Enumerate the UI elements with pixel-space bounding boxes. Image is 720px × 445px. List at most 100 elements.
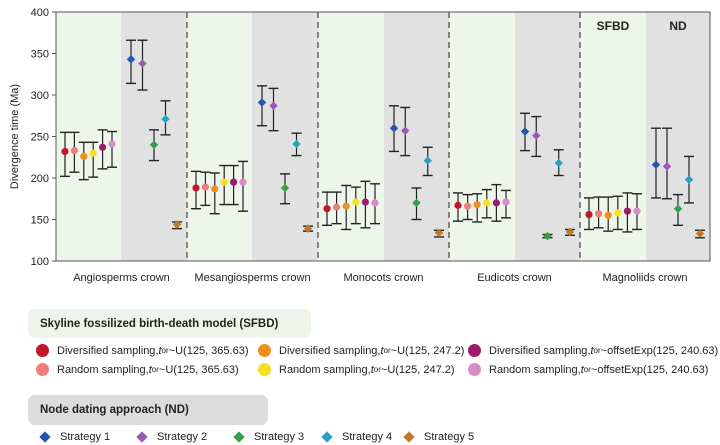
sfbd-point-div_u365: [61, 147, 69, 156]
nd-panel-bg: [515, 12, 580, 261]
nd-point-s3: [149, 140, 159, 149]
sfbd-point-rand_u247: [220, 178, 228, 186]
sfbd-point-div_exp: [361, 198, 369, 206]
group-label: Monocots crown: [343, 272, 423, 284]
y-tick-label: 350: [31, 49, 49, 61]
panel-label-sfbd: SFBD: [597, 19, 630, 33]
sfbd-point-div_u247: [80, 152, 88, 161]
nd-point-s1: [520, 127, 530, 136]
legend-marker: [39, 431, 51, 443]
sfbd-point-div_exp: [492, 199, 500, 207]
nd-point-s2: [138, 59, 147, 68]
nd-point-s2: [662, 162, 672, 171]
sfbd-point-div_u365: [454, 201, 462, 209]
sfbd-point-rand_u247: [614, 209, 622, 217]
legend-item-div-u247: Diversified sampling, t or ~U(125, 247.2): [258, 344, 464, 357]
nd-point-s4: [423, 156, 432, 165]
nd-point-s2: [401, 126, 410, 135]
y-tick-label: 200: [31, 173, 49, 185]
sfbd-point-rand_u365: [201, 183, 209, 191]
nd-point-s5: [434, 228, 444, 237]
sfbd-point-div_u365: [585, 210, 593, 219]
nd-legend-title: Node dating approach (ND): [28, 395, 268, 425]
sfbd-point-rand_u365: [464, 202, 472, 210]
legend-marker: [136, 431, 148, 443]
nd-point-s5: [695, 229, 705, 238]
sfbd-point-rand_u365: [333, 203, 341, 211]
nd-point-s4: [292, 139, 301, 149]
legend-item-strategy-5: Strategy 5: [402, 431, 474, 443]
sfbd-panel-bg: [449, 12, 515, 261]
sfbd-point-div_exp: [623, 207, 632, 215]
nd-point-s2: [269, 101, 278, 110]
nd-panel-bg: [252, 12, 318, 261]
legend-item-strategy-4: Strategy 4: [320, 431, 392, 443]
nd-point-s4: [684, 175, 694, 184]
sfbd-point-div_exp: [99, 143, 107, 151]
sfbd-point-rand_exp: [633, 207, 641, 215]
y-axis-label: Divergence time (Ma): [9, 84, 21, 189]
nd-point-s4: [161, 114, 170, 124]
legend-item-strategy-3: Strategy 3: [232, 431, 304, 443]
y-tick-label: 150: [31, 215, 49, 227]
group-label: Magnoliids crown: [603, 272, 688, 284]
legend-marker: [36, 363, 49, 376]
sfbd-point-rand_u247: [89, 149, 97, 157]
sfbd-point-div_exp: [230, 178, 238, 186]
sfbd-legend-title: Skyline fossilized birth-death model (SF…: [28, 309, 311, 338]
nd-point-s2: [532, 131, 541, 140]
panel-label-nd: ND: [669, 19, 687, 33]
sfbd-panel-bg: [318, 12, 384, 261]
sfbd-point-div_u247: [211, 185, 219, 193]
nd-point-s1: [126, 55, 136, 64]
legend-marker: [233, 431, 245, 443]
sfbd-point-div_u247: [473, 200, 481, 209]
group-label: Eudicots crown: [477, 272, 552, 284]
legend-item-div-u365: Diversified sampling, t or ~U(125, 365.63): [36, 344, 248, 357]
legend-item-rand-u365: Random sampling, t or ~U(125, 365.63): [36, 363, 239, 376]
y-tick-label: 400: [31, 7, 49, 19]
sfbd-point-rand_u365: [70, 147, 78, 155]
y-tick-label: 250: [31, 132, 49, 144]
nd-point-s3: [280, 183, 290, 193]
nd-point-s5: [303, 224, 313, 233]
legend-marker: [36, 344, 49, 357]
nd-point-s1: [651, 160, 661, 169]
nd-point-s3: [412, 198, 421, 208]
sfbd-point-rand_u365: [595, 210, 603, 218]
sfbd-point-div_u365: [323, 205, 331, 213]
legend-marker: [403, 431, 415, 443]
nd-point-s5: [565, 227, 575, 237]
y-tick-label: 300: [31, 90, 49, 102]
nd-point-s1: [257, 98, 267, 107]
sfbd-point-rand_exp: [108, 140, 116, 148]
legend-marker: [468, 363, 481, 376]
group-label: Angiosperms crown: [73, 272, 170, 284]
nd-point-s1: [389, 124, 399, 133]
nd-point-s4: [554, 158, 563, 168]
sfbd-panel-bg: [187, 12, 252, 261]
group-label: Mesangiosperms crown: [194, 272, 310, 284]
sfbd-panel-bg: [56, 12, 121, 261]
legend-item-strategy-1: Strategy 1: [38, 431, 110, 443]
legend-item-div-exp: Diversified sampling, t or ~offsetExp(125,…: [468, 344, 718, 357]
nd-point-s3: [673, 204, 683, 213]
sfbd-point-div_u247: [342, 202, 350, 210]
legend-item-strategy-2: Strategy 2: [135, 431, 207, 443]
sfbd-point-rand_exp: [239, 178, 247, 186]
sfbd-point-rand_u247: [483, 199, 491, 207]
legend-marker: [258, 363, 271, 376]
sfbd-point-rand_exp: [502, 198, 510, 206]
sfbd-point-div_u365: [192, 184, 200, 192]
legend-marker: [321, 431, 333, 443]
nd-point-s3: [543, 231, 552, 241]
sfbd-point-rand_exp: [371, 199, 379, 207]
legend-marker: [468, 344, 481, 357]
sfbd-point-div_u247: [604, 211, 612, 219]
y-tick-label: 100: [31, 256, 49, 268]
nd-point-s5: [172, 220, 182, 229]
divergence-time-chart: 100 150 200 250 300 350 400 Divergence time (Ma…: [9, 7, 711, 284]
sfbd-point-rand_u247: [352, 198, 360, 206]
sfbd-panel-bg: [580, 12, 646, 261]
legend-item-rand-u247: Random sampling, t or ~U(125, 247.2): [258, 363, 455, 376]
